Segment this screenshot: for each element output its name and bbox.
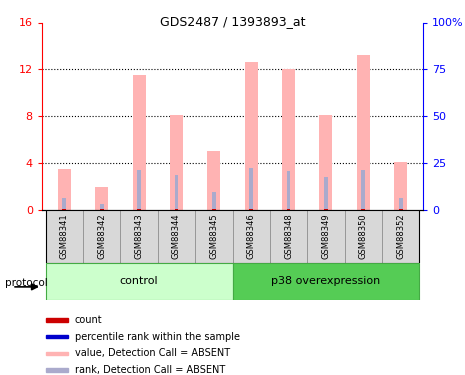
- Bar: [212, 209, 216, 210]
- Text: value, Detection Call = ABSENT: value, Detection Call = ABSENT: [74, 348, 230, 358]
- Bar: [46, 334, 68, 338]
- Bar: [158, 210, 195, 262]
- Text: p38 overexpression: p38 overexpression: [272, 276, 380, 286]
- Bar: [345, 210, 382, 262]
- Bar: [46, 368, 68, 372]
- Bar: [137, 209, 141, 210]
- Bar: [394, 162, 407, 210]
- Bar: [357, 56, 370, 210]
- Bar: [270, 210, 307, 262]
- Bar: [287, 209, 291, 210]
- Bar: [282, 69, 295, 210]
- Text: GSM88343: GSM88343: [134, 213, 144, 259]
- Bar: [195, 210, 232, 262]
- Bar: [399, 198, 403, 210]
- Text: GSM88344: GSM88344: [172, 213, 181, 259]
- Bar: [174, 175, 178, 210]
- Text: percentile rank within the sample: percentile rank within the sample: [74, 332, 239, 342]
- Bar: [62, 209, 66, 210]
- Bar: [249, 168, 253, 210]
- Bar: [83, 210, 120, 262]
- Text: GSM88342: GSM88342: [97, 213, 106, 259]
- Bar: [319, 115, 332, 210]
- Text: GSM88341: GSM88341: [60, 213, 69, 259]
- Bar: [361, 209, 365, 210]
- Text: GSM88352: GSM88352: [396, 213, 405, 259]
- Bar: [46, 262, 232, 300]
- Bar: [287, 171, 291, 210]
- Bar: [245, 62, 258, 210]
- Bar: [307, 210, 345, 262]
- Text: GSM88349: GSM88349: [321, 213, 331, 259]
- Text: GDS2487 / 1393893_at: GDS2487 / 1393893_at: [160, 15, 305, 28]
- Bar: [62, 198, 66, 210]
- Bar: [207, 152, 220, 210]
- Text: count: count: [74, 315, 102, 325]
- Text: GSM88345: GSM88345: [209, 213, 218, 259]
- Bar: [58, 169, 71, 210]
- Text: GSM88346: GSM88346: [247, 213, 256, 259]
- Bar: [133, 75, 146, 210]
- Bar: [95, 187, 108, 210]
- Bar: [46, 351, 68, 355]
- Bar: [361, 170, 365, 210]
- Bar: [46, 318, 68, 321]
- Text: GSM88348: GSM88348: [284, 213, 293, 259]
- Bar: [174, 209, 178, 210]
- Bar: [324, 177, 328, 210]
- Bar: [232, 210, 270, 262]
- Bar: [46, 210, 83, 262]
- Text: protocol: protocol: [5, 278, 47, 288]
- Bar: [249, 209, 253, 210]
- Bar: [324, 209, 328, 210]
- Text: GSM88350: GSM88350: [359, 213, 368, 259]
- Bar: [170, 115, 183, 210]
- Bar: [120, 210, 158, 262]
- Text: rank, Detection Call = ABSENT: rank, Detection Call = ABSENT: [74, 365, 225, 375]
- Bar: [100, 209, 104, 210]
- Bar: [100, 204, 104, 210]
- Bar: [212, 192, 216, 210]
- Text: control: control: [120, 276, 159, 286]
- Bar: [137, 170, 141, 210]
- Bar: [232, 262, 419, 300]
- Bar: [382, 210, 419, 262]
- Bar: [399, 209, 403, 210]
